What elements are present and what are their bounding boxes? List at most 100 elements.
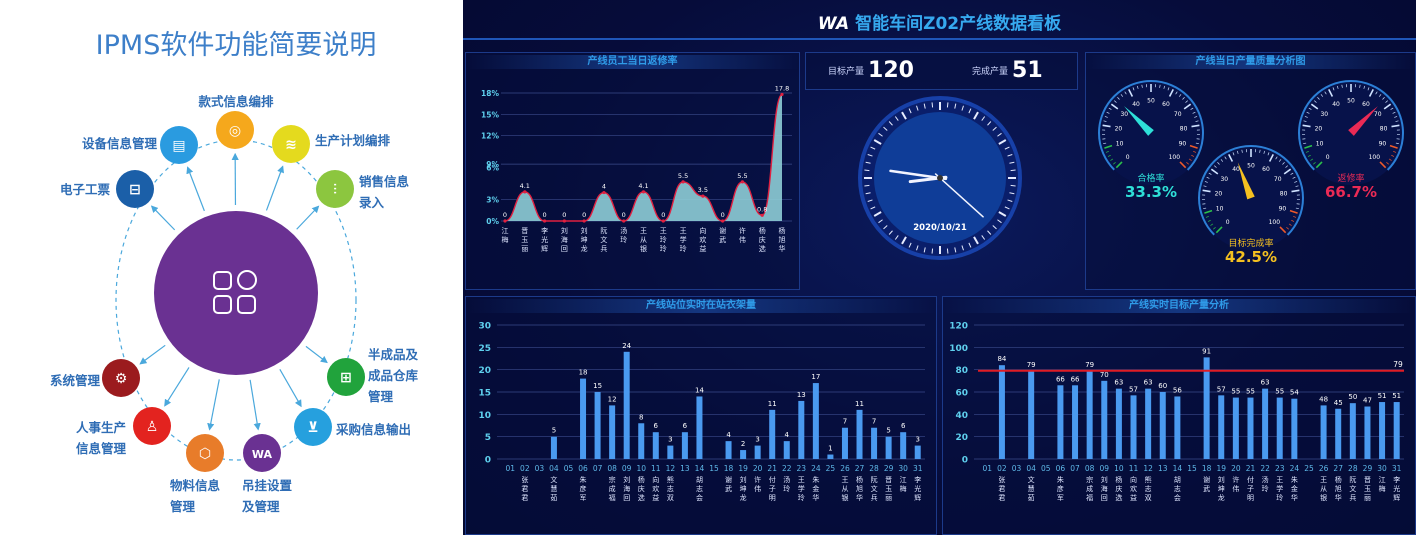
module-label: 管理 xyxy=(170,499,196,514)
data-label: 0 xyxy=(622,211,626,219)
station-name: 文慧茹 xyxy=(550,475,557,502)
data-label: 13 xyxy=(797,391,806,399)
x-tick-label: 22 xyxy=(1260,464,1270,473)
bar xyxy=(1262,389,1268,459)
gauge-tick-label: 30 xyxy=(1320,111,1328,118)
module-label: 成品仓库 xyxy=(368,368,419,383)
station-name: 汤玲 xyxy=(1262,475,1269,493)
data-point xyxy=(662,219,665,222)
data-label: 6 xyxy=(901,422,906,430)
done-label: 完成产量 xyxy=(972,67,1008,77)
module-item[interactable]: ≋生产计划编排 xyxy=(272,125,391,163)
gauge-tick-label: 40 xyxy=(1132,101,1140,108)
data-label: 4 xyxy=(602,183,606,191)
module-label: 信息管理 xyxy=(76,441,127,456)
bar xyxy=(755,446,761,459)
x-tick-label: 14 xyxy=(695,464,705,473)
station-name: 张君君 xyxy=(521,475,528,502)
station-name: 刘坤龙 xyxy=(1218,475,1225,502)
x-tick-label: 11 xyxy=(651,464,661,473)
bar xyxy=(1321,405,1327,459)
bar xyxy=(857,410,863,459)
gauge-tick-label: 0 xyxy=(1326,154,1330,161)
station-name: 晋玉丽 xyxy=(885,476,892,502)
x-tick-label: 05 xyxy=(1041,464,1051,473)
station-name: 刘海回 xyxy=(623,475,630,502)
x-tick-label: 刘坤龙 xyxy=(581,226,588,253)
data-point xyxy=(583,219,586,222)
feature-wheel: IPMS软件功能简要说明 ◎款式信息编排▤设备信息管理≋生产计划编排⊟电子工票⫶… xyxy=(0,0,462,535)
data-point xyxy=(642,190,645,193)
user-list-icon: ♙ xyxy=(146,419,159,435)
gauge-tick-label: 40 xyxy=(1232,166,1240,173)
gauge-tick-label: 30 xyxy=(1120,111,1128,118)
station-name: 杨庆选 xyxy=(1115,475,1122,502)
bar xyxy=(580,379,586,459)
gauge-value: 66.7% xyxy=(1325,183,1377,201)
station-name: 许伟 xyxy=(1232,475,1239,493)
connector-arrow xyxy=(250,380,258,429)
data-point xyxy=(741,180,744,183)
data-label: 1 xyxy=(828,445,832,453)
module-label: 系统管理 xyxy=(50,373,101,388)
data-point xyxy=(681,180,684,183)
x-tick-label: 14 xyxy=(1173,464,1183,473)
station-name: 胡志会 xyxy=(696,475,703,502)
station-name: 杨旭华 xyxy=(856,475,863,502)
shirt-icon: ⊞ xyxy=(340,370,352,386)
data-label: 57 xyxy=(1129,385,1138,393)
box-icon: ⬡ xyxy=(199,446,211,462)
module-item[interactable]: ◎款式信息编排 xyxy=(198,94,274,149)
y-tick-label: 20 xyxy=(478,366,491,376)
module-item[interactable]: ⊻ 采购信息输出 xyxy=(294,408,411,446)
y-tick-label: 100 xyxy=(949,344,968,354)
bar xyxy=(551,437,557,459)
x-tick-label: 31 xyxy=(1392,464,1402,473)
data-label: 51 xyxy=(1392,392,1401,400)
station-name: 熊志双 xyxy=(1145,475,1152,502)
gauge-tick-label: 30 xyxy=(1220,176,1228,183)
y-tick-label: 30 xyxy=(478,322,491,332)
station-name: 熊志双 xyxy=(667,475,674,502)
clock-tick xyxy=(932,249,933,254)
connector-arrow xyxy=(188,167,205,210)
module-label: 采购信息输出 xyxy=(335,422,411,437)
gauge-tick-label: 60 xyxy=(1162,101,1170,108)
gauge-tick-label: 40 xyxy=(1332,101,1340,108)
gauge-tick-label: 10 xyxy=(1116,141,1124,148)
module-item[interactable]: ▤设备信息管理 xyxy=(82,126,198,164)
data-point xyxy=(701,195,704,198)
station-name: 谢武 xyxy=(1203,475,1210,493)
module-item[interactable]: ⚙系统管理 xyxy=(50,359,140,397)
cart-icon: ⊻ xyxy=(307,420,318,436)
done-value: 51 xyxy=(1012,58,1043,83)
gauge-tick-label: 10 xyxy=(1216,206,1224,213)
station-name: 朱金华 xyxy=(812,475,819,502)
x-tick-label: 25 xyxy=(1304,464,1314,473)
data-label: 18 xyxy=(579,369,588,377)
x-tick-label: 29 xyxy=(1363,464,1373,473)
bar xyxy=(1174,396,1180,459)
gauge-tick-label: 60 xyxy=(1262,166,1270,173)
wa-logo-icon: WA xyxy=(818,14,849,34)
module-item[interactable]: ⊟电子工票 xyxy=(60,170,154,208)
gauge-tick-label: 90 xyxy=(1279,206,1287,213)
station-name: 李光辉 xyxy=(914,475,921,502)
station-name: 付子明 xyxy=(1247,475,1254,502)
y-tick-label: 15 xyxy=(478,389,491,399)
bar xyxy=(1160,392,1166,459)
wa-logo-icon: WA xyxy=(252,448,273,461)
bar xyxy=(1364,407,1370,459)
station-name: 阮文兵 xyxy=(871,475,878,502)
y-tick-label: 3% xyxy=(486,196,499,205)
bar xyxy=(609,405,615,459)
y-tick-label: 0 xyxy=(485,456,491,466)
data-point xyxy=(602,191,605,194)
x-tick-label: 王从银 xyxy=(640,227,647,253)
data-label: 47 xyxy=(1363,397,1372,405)
